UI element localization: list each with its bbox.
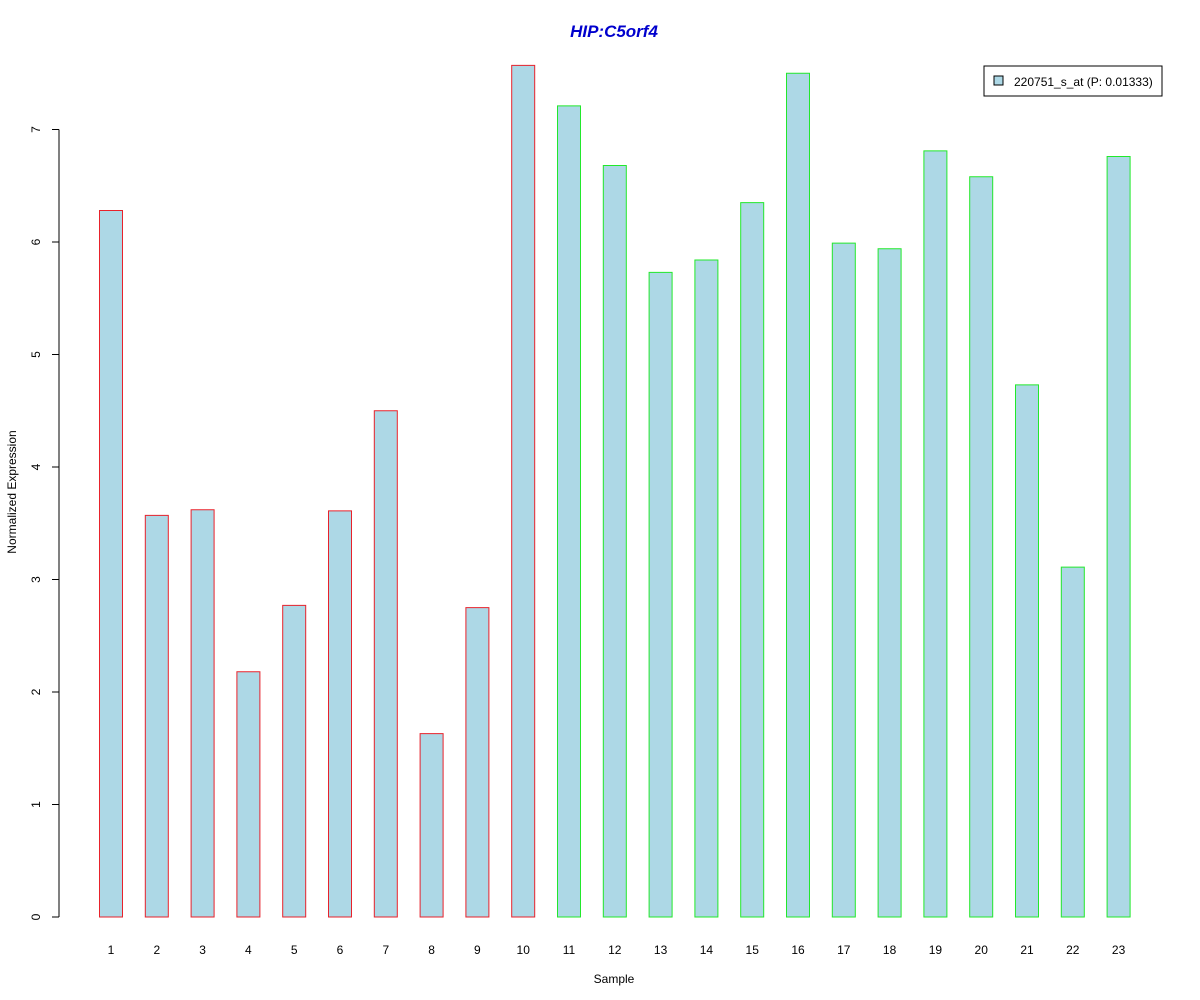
x-tick-label: 19 bbox=[929, 943, 943, 957]
x-tick-label: 11 bbox=[563, 943, 576, 957]
bar-sample-5 bbox=[282, 604, 307, 918]
x-tick-label: 2 bbox=[153, 943, 160, 957]
x-tick-label: 16 bbox=[791, 943, 805, 957]
legend-swatch bbox=[993, 75, 1004, 86]
bar-sample-8 bbox=[419, 733, 444, 918]
x-tick-labels: 1 2 3 4 5 6 7 8 9 10 11 12 13 14 15 16 17 18 19 20 21 22 23 bbox=[108, 943, 1126, 957]
bar-sample-14 bbox=[694, 259, 719, 918]
x-tick-label: 17 bbox=[837, 943, 851, 957]
bar-sample-12 bbox=[602, 165, 627, 918]
x-tick-label: 22 bbox=[1066, 943, 1080, 957]
bars-group bbox=[99, 64, 1131, 918]
x-tick-label: 18 bbox=[883, 943, 897, 957]
chart-title: HIP:C5orf4 bbox=[570, 22, 658, 41]
bar-sample-11 bbox=[557, 105, 581, 918]
x-tick-label: 23 bbox=[1112, 943, 1126, 957]
x-tick-label: 12 bbox=[608, 943, 622, 957]
x-tick-label: 14 bbox=[700, 943, 714, 957]
y-tick-label: 0 bbox=[29, 913, 43, 920]
bar-sample-20 bbox=[969, 176, 994, 918]
bar-sample-9 bbox=[465, 607, 490, 918]
y-tick-label: 7 bbox=[29, 126, 43, 133]
x-axis-label: Sample bbox=[594, 972, 635, 986]
bar-sample-1 bbox=[99, 210, 123, 918]
x-tick-label: 4 bbox=[245, 943, 252, 957]
bar-sample-19 bbox=[923, 150, 948, 918]
x-tick-label: 13 bbox=[654, 943, 668, 957]
x-tick-label: 5 bbox=[291, 943, 298, 957]
bar-sample-7 bbox=[373, 410, 398, 918]
y-axis: 0 1 2 3 4 5 6 7 bbox=[29, 126, 60, 920]
y-tick-label: 4 bbox=[29, 463, 43, 470]
bar-sample-13 bbox=[648, 271, 673, 918]
y-tick-label: 1 bbox=[29, 801, 43, 808]
y-tick-label: 3 bbox=[29, 576, 43, 583]
legend-label: 220751_s_at (P: 0.01333) bbox=[1014, 75, 1153, 89]
x-tick-label: 20 bbox=[975, 943, 989, 957]
x-tick-label: 3 bbox=[199, 943, 206, 957]
x-tick-label: 10 bbox=[517, 943, 531, 957]
bar-sample-22 bbox=[1060, 566, 1085, 918]
y-tick-label: 2 bbox=[29, 688, 43, 695]
bar-sample-3 bbox=[190, 509, 215, 918]
bar-sample-2 bbox=[144, 514, 169, 918]
x-tick-label: 15 bbox=[746, 943, 760, 957]
bar-sample-17 bbox=[831, 242, 856, 918]
legend: 220751_s_at (P: 0.01333) bbox=[983, 65, 1163, 97]
bar-sample-6 bbox=[328, 510, 352, 918]
bar-sample-10 bbox=[511, 64, 536, 918]
x-tick-label: 8 bbox=[428, 943, 435, 957]
x-tick-label: 7 bbox=[382, 943, 389, 957]
bar-sample-21 bbox=[1015, 384, 1039, 918]
x-tick-label: 9 bbox=[474, 943, 481, 957]
x-tick-label: 6 bbox=[337, 943, 344, 957]
x-tick-label: 21 bbox=[1020, 943, 1034, 957]
x-tick-label: 1 bbox=[108, 943, 115, 957]
bar-sample-23 bbox=[1106, 156, 1131, 918]
y-axis-label: Normalized Expression bbox=[5, 430, 19, 553]
bar-sample-4 bbox=[236, 671, 261, 918]
y-tick-label: 5 bbox=[29, 351, 43, 358]
bar-sample-18 bbox=[877, 248, 902, 918]
legend-box bbox=[983, 65, 1163, 97]
bar-sample-16 bbox=[786, 72, 810, 918]
y-tick-label: 6 bbox=[29, 238, 43, 245]
bar-sample-15 bbox=[740, 202, 765, 918]
